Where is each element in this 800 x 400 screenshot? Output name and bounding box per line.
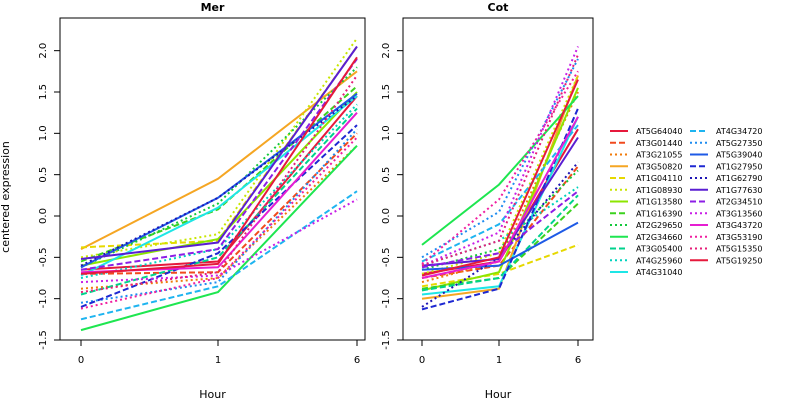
y-tick-label-mer: -1.0 [38,289,49,309]
series-line-cot-at5g19250 [421,79,579,277]
series-line-mer-at1g08930 [80,37,358,259]
plot-frame-mer [59,17,366,341]
series-line-cot-at2g34660 [421,95,579,246]
panel-title-mer: Mer [201,1,225,14]
legend-label-at5g64040: AT5G64040 [636,127,682,136]
x-tick-label-cot: 6 [575,355,581,366]
x-tick-label-mer: 0 [78,355,84,366]
panel-cot: Cot -1.5 -1.0 -0.5 0.0 0.5 1.0 1.5 2.0 0 1 6 Hour [381,1,594,400]
series-line-mer-at3g53190 [80,136,358,310]
x-tick-label-cot: 0 [419,355,425,366]
legend-label-at3g05400: AT3G05400 [636,245,682,254]
legend-label-at3g21055: AT3G21055 [636,151,682,160]
legend-label-at2g34660: AT2G34660 [636,233,682,242]
series-line-mer-at5g19250 [80,56,358,275]
series-line-cot-at3g05400 [421,194,579,292]
panel-mer: Mer -1.5 -1.0 -0.5 0.0 0.5 1.0 1.5 2.0 0 1 6 Hour [38,1,366,400]
legend-label-at2g29650: AT2G29650 [636,221,682,230]
y-tick-label-cot: 1.0 [381,125,392,141]
legend-label-at5g39040: AT5G39040 [716,151,762,160]
legend-label-at1g62790: AT1G62790 [716,174,762,183]
y-tick-label-cot: 2.0 [381,43,392,59]
y-tick-label-mer: 1.5 [38,84,49,100]
legend-label-at3g01440: AT3G01440 [636,139,682,148]
legend-label-at3g53190: AT3G53190 [716,233,762,242]
plot-frame-cot [402,17,594,341]
legend-label-at4g34720: AT4G34720 [716,127,762,136]
series-line-cot-at1g16390 [421,202,579,290]
x-axis-label-mer: Hour [199,388,226,400]
series-line-mer-at2g34660 [80,145,358,332]
series-line-mer-at1g27950 [80,124,358,308]
series-line-cot-at1g13580 [421,87,579,292]
series-line-mer-at5g15350 [80,74,358,294]
y-tick-label-mer: 0.5 [38,167,49,183]
y-tick-label-cot: 0.5 [381,167,392,183]
series-line-mer-at3g13560 [80,198,358,284]
series-line-mer-at5g27350 [80,128,358,304]
legend-label-at2g34510: AT2G34510 [716,198,762,207]
legend-label-at4g25960: AT4G25960 [636,256,682,265]
series-line-mer-at2g34510 [80,58,358,271]
series-line-mer-at3g01440 [80,132,358,275]
series-line-cot-at5g39040 [421,221,579,271]
legend-label-at5g27350: AT5G27350 [716,139,762,148]
legend-label-at3g50820: AT3G50820 [636,162,682,171]
series-line-mer-at3g50820 [80,70,358,250]
series-line-mer-at5g64040 [80,95,358,271]
legend-label-at1g13580: AT1G13580 [636,198,682,207]
series-line-cot-at4g34720 [421,124,579,263]
series-line-cot-at1g04110 [421,243,579,288]
y-tick-label-cot: -1.0 [381,289,392,309]
legend-label-at1g04110: AT1G04110 [636,174,682,183]
x-axis-label-cot: Hour [485,388,512,400]
x-tick-label-mer: 1 [215,355,221,366]
y-tick-label-cot: -0.5 [381,248,392,268]
series-line-mer-at1g13580 [80,91,358,267]
series-line-cot-at3g50820 [421,75,579,300]
legend-label-at3g43720: AT3G43720 [716,221,762,230]
series-line-cot-at5g15350 [421,54,579,267]
y-tick-label-mer: 0.0 [38,208,49,224]
legend: AT5G64040 AT3G01440 AT3G21055 AT3G50820 AT1G… [600,118,798,277]
series-line-cot-at1g27950 [421,108,579,311]
y-tick-label-mer: 2.0 [38,43,49,59]
legend-label-at1g08930: AT1G08930 [636,186,682,195]
legend-label-at1g16390: AT1G16390 [636,209,682,218]
x-tick-label-mer: 6 [354,355,360,366]
legend-label-at4g31040: AT4G31040 [636,268,682,277]
series-line-mer-at1g77630 [80,45,358,260]
series-line-mer-at4g34720 [80,190,358,321]
series-line-mer-at1g62790 [80,95,358,267]
y-tick-label-mer: -0.5 [38,248,49,268]
y-tick-label-cot: -1.5 [381,330,392,350]
legend-label-at1g27950: AT1G27950 [716,162,762,171]
series-line-cot-at1g08930 [421,75,579,275]
series-line-cot-at3g43720 [421,116,579,279]
series-line-mer-at3g05400 [80,107,358,296]
y-tick-label-cot: 1.5 [381,84,392,100]
series-line-mer-at5g39040 [80,92,358,269]
legend-label-at3g13560: AT3G13560 [716,209,762,218]
legend-label-at5g15350: AT5G15350 [716,245,762,254]
legend-label-at1g77630: AT1G77630 [716,186,762,195]
y-tick-label-mer: -1.5 [38,330,49,350]
series-line-cot-at3g53190 [421,70,579,265]
legend-box [600,118,798,276]
panel-title-cot: Cot [488,1,509,14]
y-tick-label-cot: 0.0 [381,208,392,224]
y-tick-label-mer: 1.0 [38,125,49,141]
series-line-cot-at1g77630 [421,136,579,267]
x-tick-label-cot: 1 [496,355,502,366]
series-line-cot-at3g21055 [421,91,579,284]
series-line-cot-at2g34510 [421,190,579,269]
y-axis-label: centered expression [0,141,12,253]
legend-label-at5g19250: AT5G19250 [716,256,762,265]
